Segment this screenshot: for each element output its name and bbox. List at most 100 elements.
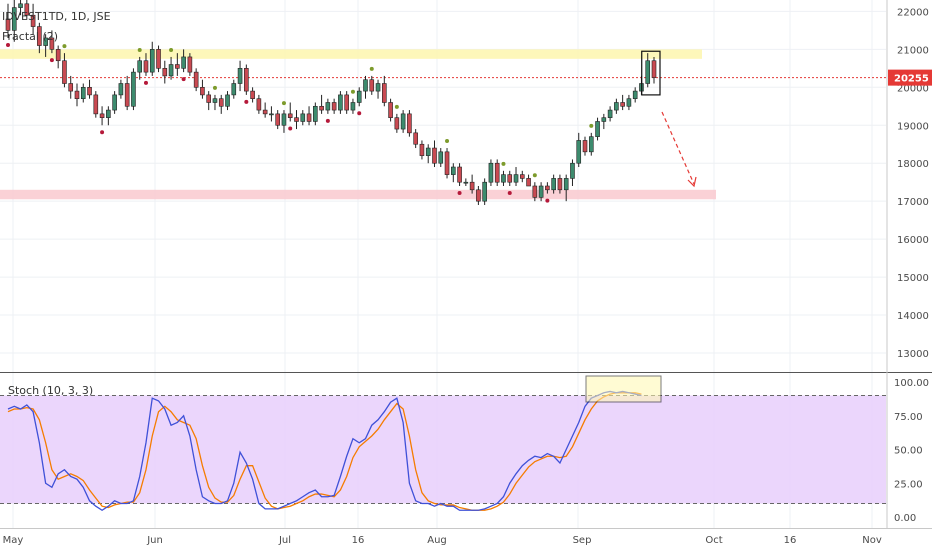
fractal-up-marker xyxy=(281,101,286,106)
candle-body xyxy=(24,3,30,16)
candle-body xyxy=(563,178,569,191)
candle-body xyxy=(49,37,55,50)
candle-body xyxy=(519,174,525,179)
price-tick-label: 22000 xyxy=(897,7,929,18)
fractal-up-marker xyxy=(445,139,450,144)
fractal-up-marker xyxy=(394,104,399,109)
candle-body xyxy=(131,71,136,107)
candle-body xyxy=(620,102,625,107)
candle-body xyxy=(607,109,613,118)
resistance-zone xyxy=(0,49,702,59)
fractal-up-marker xyxy=(501,161,506,166)
candle-body xyxy=(306,113,312,122)
candle-body xyxy=(5,18,11,31)
candle-body xyxy=(313,105,318,122)
candle-body xyxy=(338,94,343,111)
candle-body xyxy=(93,94,99,115)
candle-body xyxy=(369,79,375,92)
candle-body xyxy=(394,117,400,130)
candle-body xyxy=(275,113,280,126)
fractal-down-marker xyxy=(49,58,54,63)
time-tick-label: Jun xyxy=(146,535,163,546)
last-price-label: 20255 xyxy=(894,74,929,85)
fractal-down-marker xyxy=(545,198,550,203)
candle-body xyxy=(419,143,425,156)
fractal-up-marker xyxy=(169,47,174,52)
candle-body xyxy=(557,178,563,191)
candle-body xyxy=(482,181,487,202)
forecast-arrow-line xyxy=(661,111,695,185)
stoch-d-line xyxy=(7,392,642,511)
candle-body xyxy=(181,56,186,69)
candle-body xyxy=(350,102,356,111)
candle-body xyxy=(476,189,481,202)
candle-body xyxy=(237,68,243,84)
fractal-down-marker xyxy=(288,126,293,131)
time-tick-label: Nov xyxy=(862,535,882,546)
candle-body xyxy=(501,174,506,183)
fractal-down-marker xyxy=(244,99,249,104)
candle-body xyxy=(469,181,475,191)
candle-body xyxy=(463,181,469,184)
time-tick-label: Aug xyxy=(427,535,447,546)
support-zone xyxy=(0,189,716,200)
candle-body xyxy=(645,60,651,84)
stoch-tick-label: 50.00 xyxy=(894,446,923,457)
candle-body xyxy=(532,185,538,198)
price-tick-label: 20000 xyxy=(897,83,929,94)
stoch-tick-label: 0.00 xyxy=(894,513,916,524)
fractal-up-marker xyxy=(137,47,142,52)
candle-body xyxy=(356,90,362,103)
fractal-down-marker xyxy=(6,42,10,47)
candle-body xyxy=(124,83,130,107)
price-tick-label: 21000 xyxy=(897,45,929,56)
candle-body xyxy=(218,98,224,107)
fractal-down-marker xyxy=(100,130,105,135)
candle-body xyxy=(651,60,657,78)
candle-body xyxy=(632,90,638,99)
fractal-up-marker xyxy=(212,85,217,90)
candle-body xyxy=(80,87,86,99)
indicator-label: Fractal (2) xyxy=(2,30,58,43)
candle-body xyxy=(457,166,462,183)
fractal-down-marker xyxy=(181,77,186,82)
fractal-down-marker xyxy=(507,191,512,195)
stoch-tick-label: 100.00 xyxy=(894,378,929,389)
candle-body xyxy=(168,64,174,77)
candle-body xyxy=(43,37,48,46)
fractal-up-marker xyxy=(589,123,594,128)
candle-body xyxy=(112,94,117,111)
candle-body xyxy=(595,121,600,137)
candle-body xyxy=(507,174,513,183)
candle-body xyxy=(407,113,412,134)
time-tick-label: Jul xyxy=(278,535,291,546)
candle-body xyxy=(300,113,306,122)
candle-body xyxy=(244,68,249,92)
candle-body xyxy=(256,98,262,111)
fractal-up-marker xyxy=(62,44,67,49)
candle-body xyxy=(175,64,180,69)
candle-body xyxy=(614,102,619,111)
candle-body xyxy=(18,3,23,8)
candle-body xyxy=(187,56,193,73)
candle-body xyxy=(331,102,337,111)
time-tick-label: May xyxy=(3,535,24,546)
candle-body xyxy=(193,71,199,88)
stoch-annotation-box xyxy=(585,375,662,403)
candle-body xyxy=(99,113,105,118)
candle-body xyxy=(30,14,36,27)
candle-body xyxy=(87,87,92,96)
candle-body xyxy=(55,49,61,62)
fractal-up-marker xyxy=(350,89,355,94)
fractal-down-marker xyxy=(325,118,330,123)
candle-body xyxy=(250,90,255,99)
candle-body xyxy=(206,94,211,103)
fractal-down-marker xyxy=(357,111,362,116)
price-tick-label: 18000 xyxy=(897,159,929,170)
fractal-up-marker xyxy=(532,173,537,178)
forecast-arrow-head xyxy=(687,176,697,188)
candle-body xyxy=(143,60,149,73)
fractal-down-marker xyxy=(457,191,462,195)
stoch-title: Stoch (10, 3, 3) xyxy=(8,384,93,397)
